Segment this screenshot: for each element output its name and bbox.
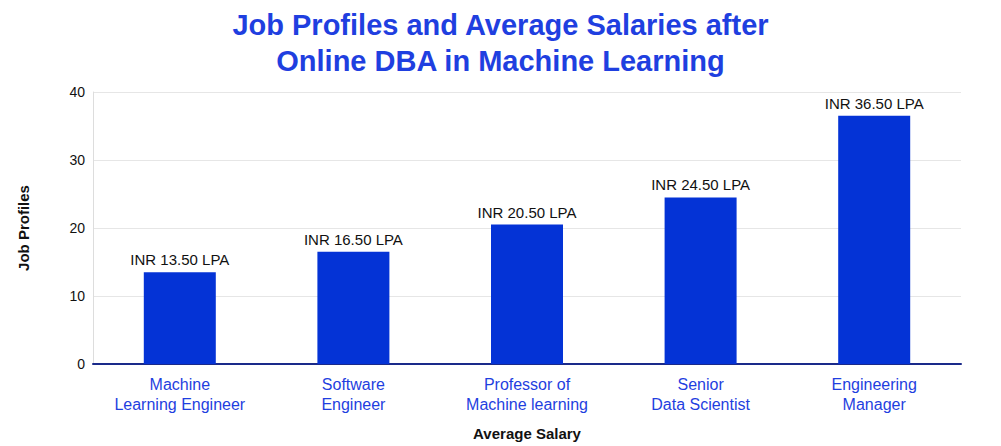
svg-text:Manager: Manager	[843, 396, 907, 413]
svg-text:0: 0	[77, 356, 85, 372]
svg-text:Online DBA in Machine Learning: Online DBA in Machine Learning	[276, 45, 724, 77]
svg-text:Machine learning: Machine learning	[466, 396, 588, 413]
svg-text:Engineering: Engineering	[831, 376, 916, 393]
svg-text:INR 20.50 LPA: INR 20.50 LPA	[478, 204, 577, 221]
svg-text:INR 24.50 LPA: INR 24.50 LPA	[651, 176, 750, 193]
svg-text:20: 20	[69, 220, 85, 236]
svg-text:40: 40	[69, 84, 85, 100]
svg-text:Job Profiles: Job Profiles	[15, 185, 32, 271]
svg-text:Job Profiles and Average Salar: Job Profiles and Average Salaries after	[232, 9, 768, 41]
svg-text:Engineer: Engineer	[321, 396, 386, 413]
svg-text:10: 10	[69, 288, 85, 304]
svg-text:INR 36.50 LPA: INR 36.50 LPA	[825, 95, 924, 112]
svg-text:Senior: Senior	[677, 376, 724, 393]
svg-text:Average Salary: Average Salary	[473, 425, 582, 442]
svg-text:Learning Engineer: Learning Engineer	[114, 396, 245, 413]
svg-text:30: 30	[69, 152, 85, 168]
svg-text:Software: Software	[322, 376, 385, 393]
svg-text:Data Scientist: Data Scientist	[651, 396, 750, 413]
svg-text:INR 13.50 LPA: INR 13.50 LPA	[130, 251, 229, 268]
svg-text:Professor of: Professor of	[484, 376, 571, 393]
svg-text:Machine: Machine	[150, 376, 211, 393]
svg-text:INR 16.50 LPA: INR 16.50 LPA	[304, 231, 403, 248]
